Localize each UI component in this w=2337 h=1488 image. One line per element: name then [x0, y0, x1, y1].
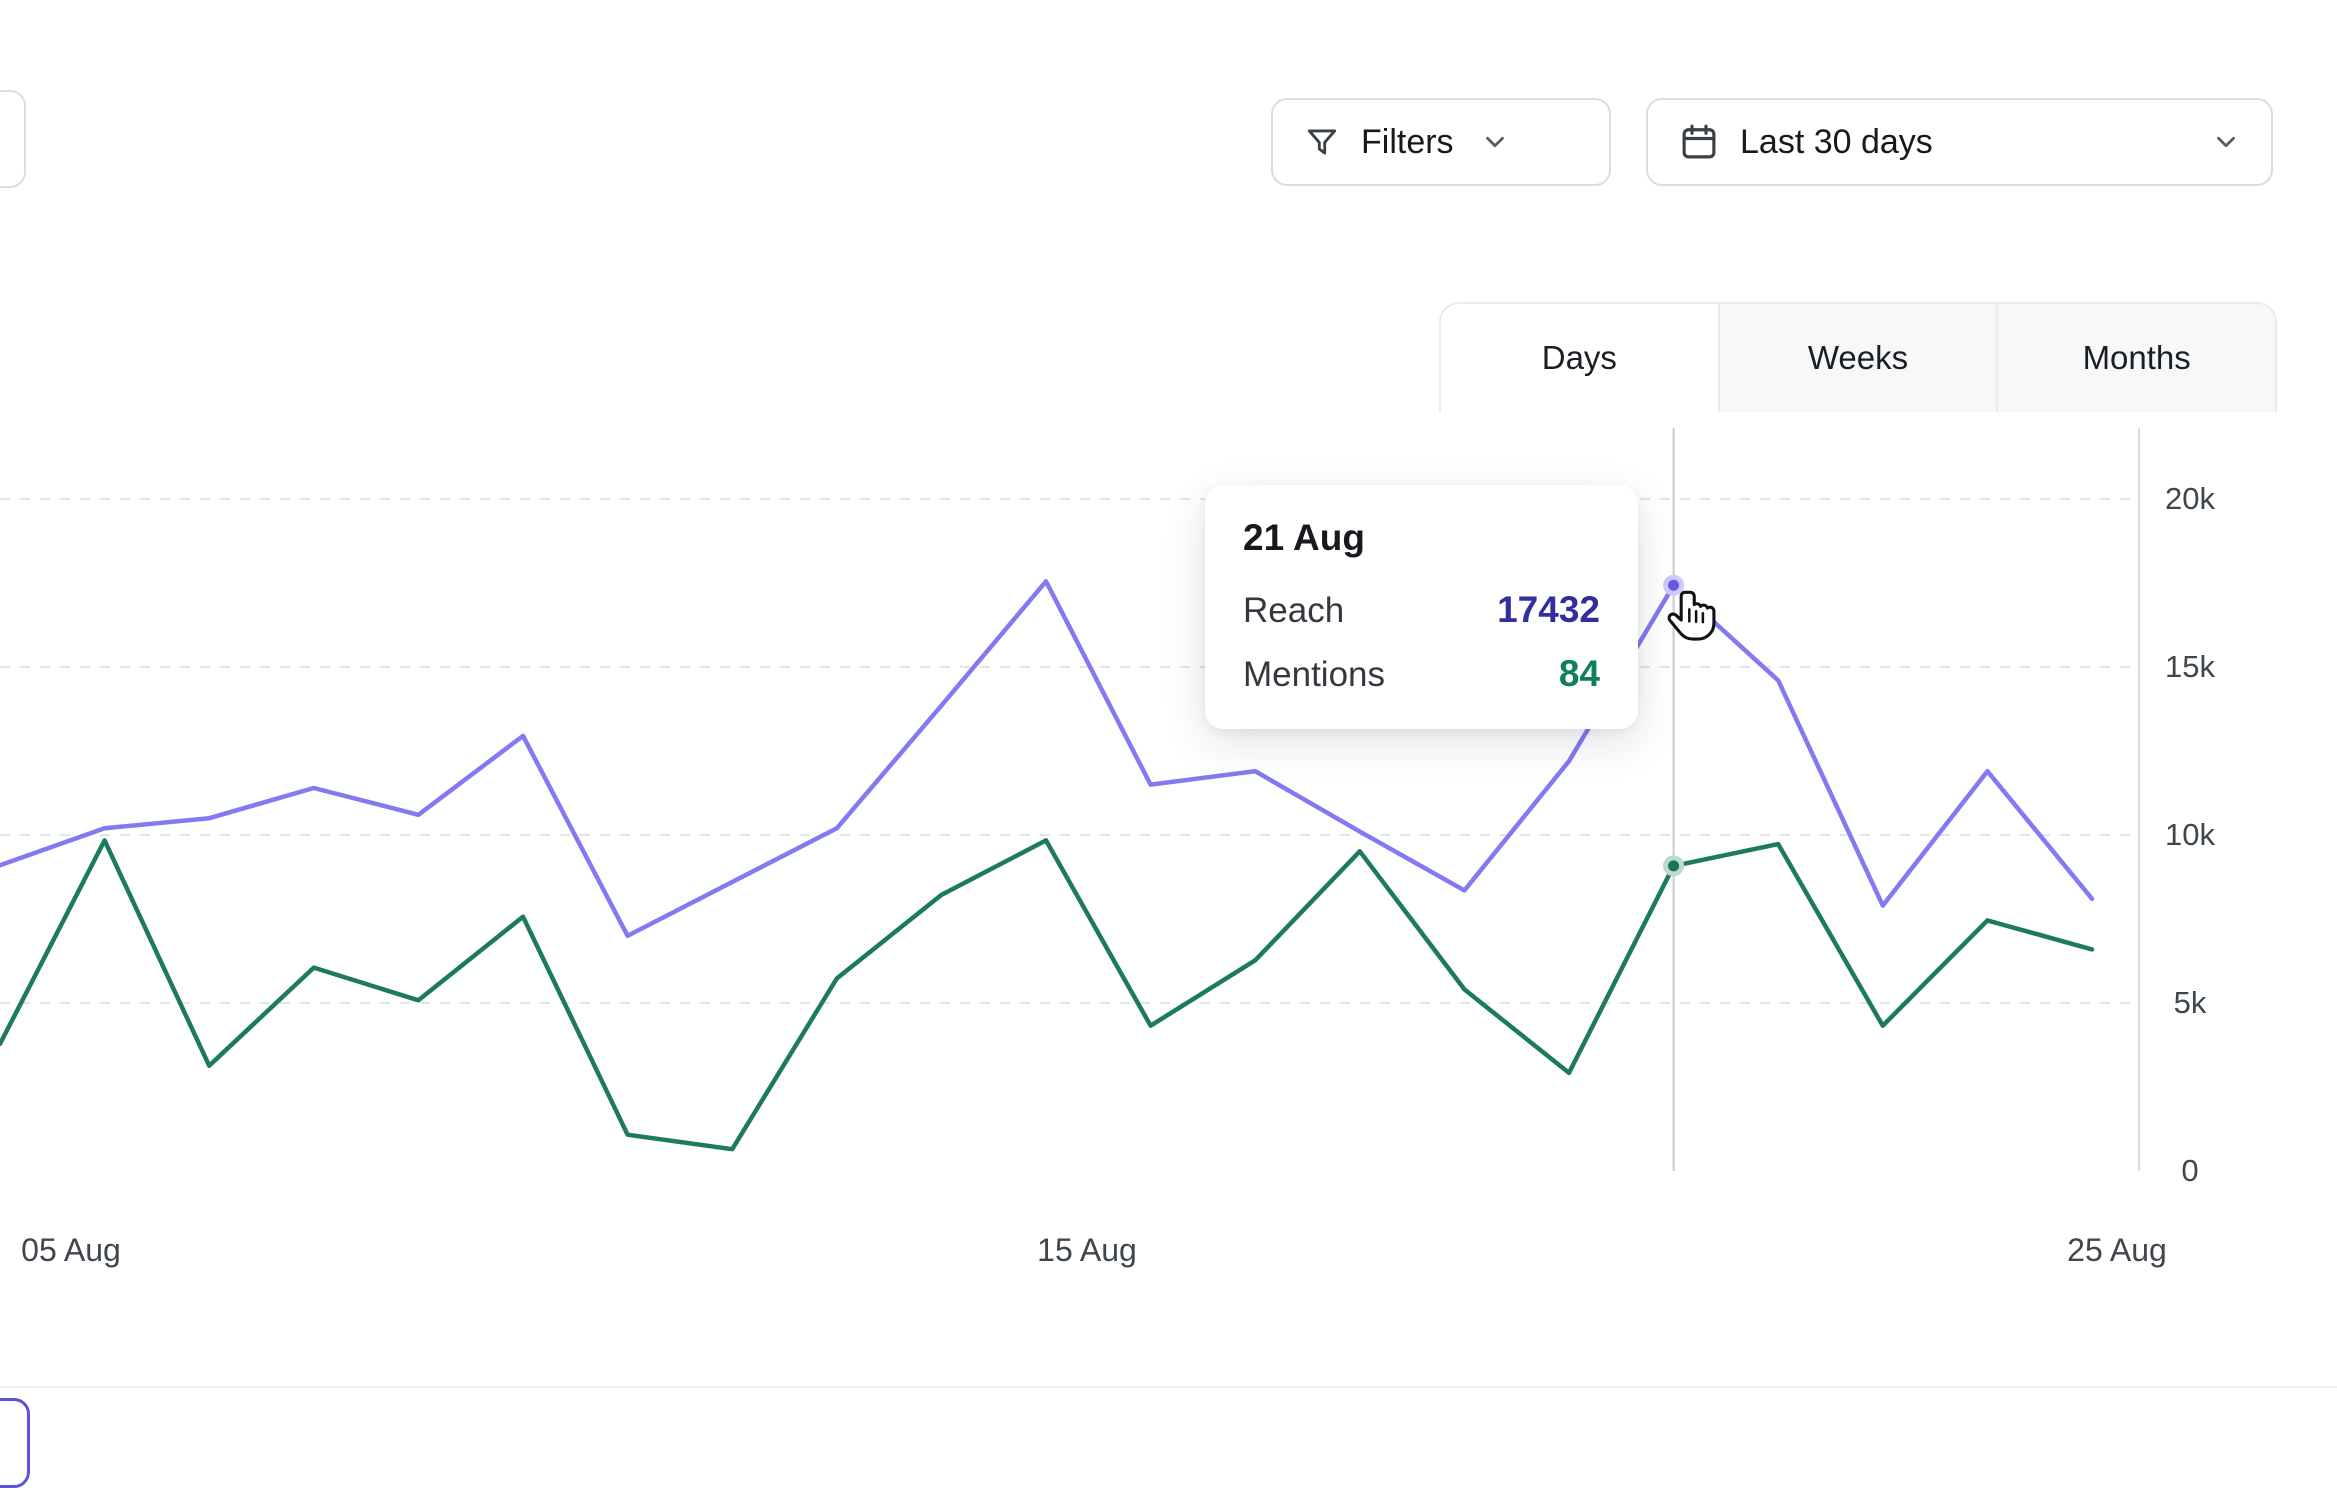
partial-button-left[interactable] — [0, 90, 26, 188]
tab-days[interactable]: Days — [1441, 304, 1720, 412]
x-axis-tick-25-aug: 25 Aug — [2067, 1232, 2167, 1268]
chevron-down-icon — [1480, 127, 1510, 157]
date-range-button[interactable]: Last 30 days — [1646, 98, 2273, 186]
mentions-line — [0, 838, 2095, 1152]
x-axis-tick-05-aug: 05 Aug — [21, 1232, 121, 1268]
chevron-down-icon — [2211, 127, 2241, 157]
tooltip-mentions-label: Mentions — [1243, 655, 1386, 694]
tooltip-mentions-row: Mentions 84 — [1243, 653, 1600, 695]
filters-button[interactable]: Filters — [1271, 98, 1611, 186]
reach-line — [0, 579, 2095, 939]
tooltip-date: 21 Aug — [1243, 517, 1365, 558]
granularity-tabs: Days Weeks Months — [1439, 302, 2277, 412]
section-divider — [0, 1386, 2337, 1388]
filter-funnel-icon — [1303, 123, 1341, 161]
filters-label: Filters — [1361, 122, 1454, 161]
y-axis-tick-5k: 5k — [2173, 985, 2207, 1020]
x-axis-tick-15-aug: 15 Aug — [1037, 1232, 1137, 1268]
tooltip-reach-row: Reach 17432 — [1243, 589, 1600, 631]
tooltip-reach-label: Reach — [1243, 591, 1345, 630]
reach-mentions-chart[interactable] — [0, 0, 2337, 1446]
mentions-highlight-point — [1663, 855, 1685, 877]
chart-tooltip: 21 Aug Reach 17432 Mentions 84 — [1205, 485, 1638, 729]
tab-weeks-label: Weeks — [1807, 339, 1909, 376]
tab-months[interactable]: Months — [1998, 304, 2275, 412]
calendar-icon — [1678, 121, 1720, 163]
y-axis-tick-15k: 15k — [2165, 649, 2215, 684]
reach-highlight-point — [1663, 574, 1685, 596]
date-range-label: Last 30 days — [1740, 122, 1933, 161]
y-axis-tick-20k: 20k — [2165, 481, 2215, 516]
tab-weeks[interactable]: Weeks — [1720, 304, 1999, 412]
tab-days-label: Days — [1541, 339, 1617, 376]
y-axis-tick-0: 0 — [2181, 1153, 2199, 1188]
tab-months-label: Months — [2082, 339, 2191, 376]
tooltip-reach-value: 17432 — [1497, 589, 1600, 630]
tooltip-mentions-value: 84 — [1558, 653, 1600, 694]
partial-button-bottom-left[interactable] — [0, 1398, 30, 1488]
y-axis-tick-10k: 10k — [2165, 817, 2215, 852]
